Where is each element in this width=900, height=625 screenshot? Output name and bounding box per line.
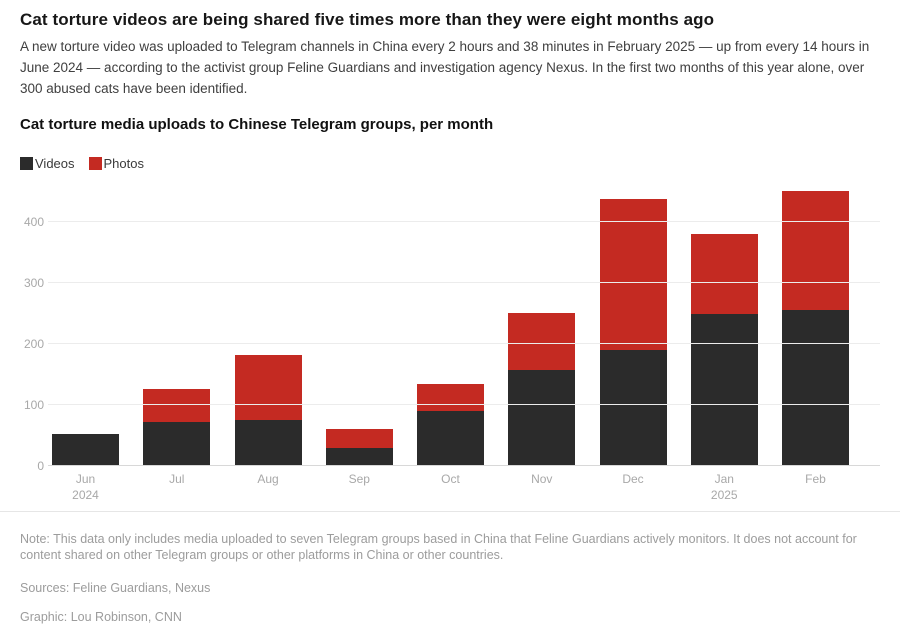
bar-dec — [599, 198, 667, 465]
x-tick-year: 2024 — [72, 487, 99, 502]
videos-segment-dec — [599, 350, 667, 465]
x-tick-label-jun: Jun 2024 — [46, 471, 126, 503]
chart-note: Note: This data only includes media uplo… — [20, 531, 857, 563]
bar-jun — [52, 434, 119, 465]
bar-oct — [417, 383, 484, 465]
bar-jul — [143, 388, 211, 465]
videos-segment-nov — [508, 370, 576, 465]
gridline-400 — [48, 221, 880, 223]
bar-nov — [508, 312, 576, 465]
chart-sources: Sources: Feline Guardians, Nexus — [20, 581, 211, 596]
y-tick-label-100: 100 — [23, 397, 44, 412]
legend-item-photos: Photos — [88, 156, 144, 172]
photos-segment-aug — [234, 355, 302, 421]
gridline-0 — [48, 464, 880, 466]
videos-segment-jun — [52, 434, 119, 465]
x-tick-month: Oct — [441, 471, 460, 486]
page-subtitle: A new torture video was uploaded to Tele… — [20, 39, 870, 96]
videos-segment-sep — [325, 447, 393, 465]
y-tick-label-300: 300 — [23, 276, 44, 291]
legend-label-photos: Photos — [103, 156, 144, 172]
legend-item-videos: Videos — [20, 156, 75, 171]
photos-segment-jan — [690, 234, 758, 314]
legend-label-videos: Videos — [35, 156, 75, 172]
x-tick-label-aug: Aug — [228, 471, 308, 487]
x-tick-month: Sep — [348, 471, 370, 486]
x-tick-label-oct: Oct — [411, 471, 491, 487]
page-title: Cat torture videos are being shared five… — [20, 10, 715, 29]
x-tick-month: Jul — [169, 471, 185, 486]
x-tick-month: Jun — [75, 471, 96, 486]
plot-area: 0 100 200 300 400 — [24, 180, 880, 473]
legend-swatch-photos — [88, 157, 102, 171]
photos-segment-jul — [143, 388, 211, 423]
videos-segment-feb — [782, 309, 849, 465]
photos-segment-sep — [325, 428, 393, 448]
x-tick-month: Aug — [257, 471, 279, 486]
y-tick-label-200: 200 — [23, 337, 44, 352]
photos-segment-feb — [782, 190, 849, 310]
y-tick-label-0: 0 — [37, 458, 44, 473]
gridline-200 — [48, 343, 880, 345]
x-tick-label-feb: Feb — [776, 471, 856, 487]
x-tick-month: Jan — [714, 471, 734, 486]
bar-aug — [234, 355, 302, 465]
x-tick-month: Nov — [531, 471, 553, 486]
chart-title: Cat torture media uploads to Chinese Tel… — [20, 115, 494, 133]
gridline-100 — [48, 403, 880, 405]
x-tick-year: 2025 — [710, 487, 738, 502]
x-tick-month: Feb — [805, 471, 826, 486]
x-tick-label-dec: Dec — [593, 471, 673, 487]
videos-segment-aug — [234, 420, 302, 465]
videos-segment-oct — [417, 411, 484, 465]
x-tick-label-nov: Nov — [502, 471, 582, 487]
y-tick-label-400: 400 — [23, 215, 44, 230]
x-tick-label-jan: Jan 2025 — [684, 471, 764, 503]
bar-feb — [782, 190, 849, 465]
bar-jan — [690, 234, 758, 465]
x-axis-labels: Jun 2024 Jul Aug Sep Oct Nov Dec Jan 2025 Feb — [48, 471, 880, 507]
x-tick-label-jul: Jul — [137, 471, 217, 487]
x-tick-label-sep: Sep — [319, 471, 399, 487]
chart-legend: Videos Photos — [20, 156, 880, 172]
photos-segment-oct — [417, 383, 484, 412]
photos-segment-nov — [508, 312, 576, 371]
videos-segment-jan — [690, 313, 758, 465]
legend-swatch-videos — [20, 157, 33, 171]
chart-credit: Graphic: Lou Robinson, CNN — [20, 610, 182, 625]
gridline-300 — [48, 282, 880, 284]
photos-segment-dec — [599, 198, 667, 351]
footer-divider — [0, 510, 900, 512]
x-tick-month: Dec — [622, 471, 644, 486]
bar-sep — [325, 428, 393, 465]
videos-segment-jul — [143, 422, 211, 465]
